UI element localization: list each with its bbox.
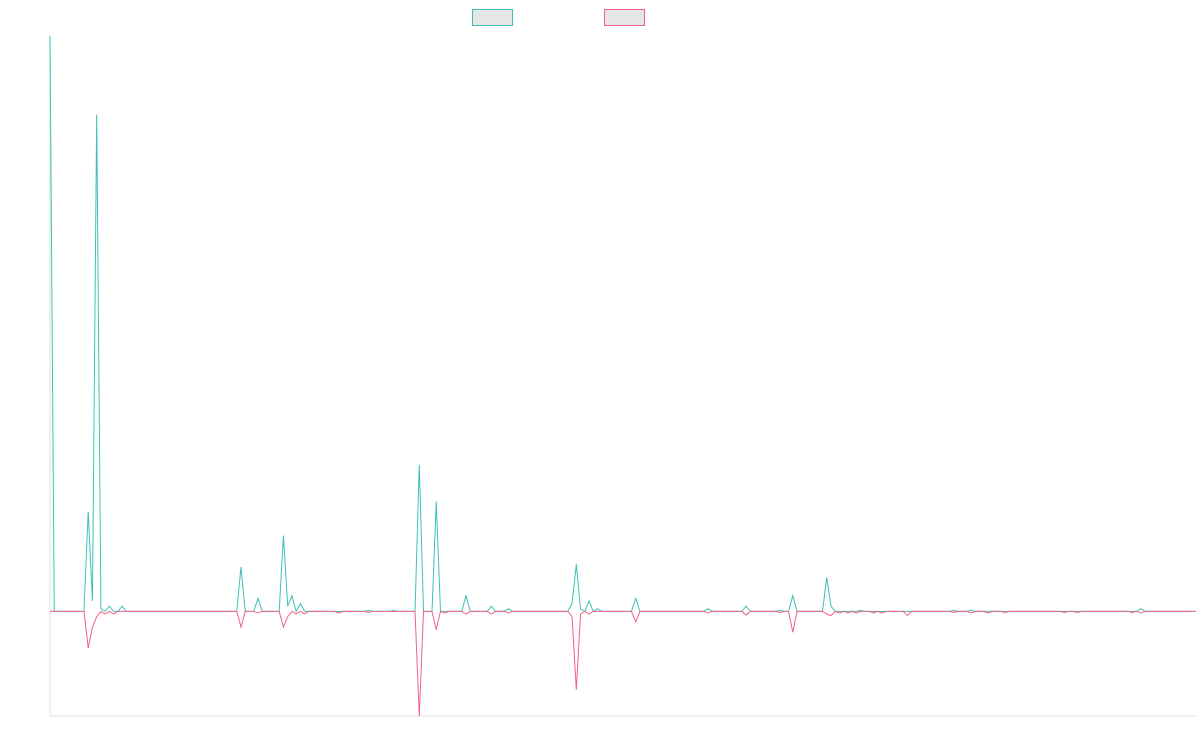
series-group [49,35,1196,717]
axes [49,36,1196,717]
series-line-2 [50,610,1196,717]
legend[interactable] [472,9,645,26]
legend-swatch-series-2[interactable] [604,9,645,26]
series-line-1 [49,35,1196,613]
legend-swatch-series-1[interactable] [472,9,513,26]
